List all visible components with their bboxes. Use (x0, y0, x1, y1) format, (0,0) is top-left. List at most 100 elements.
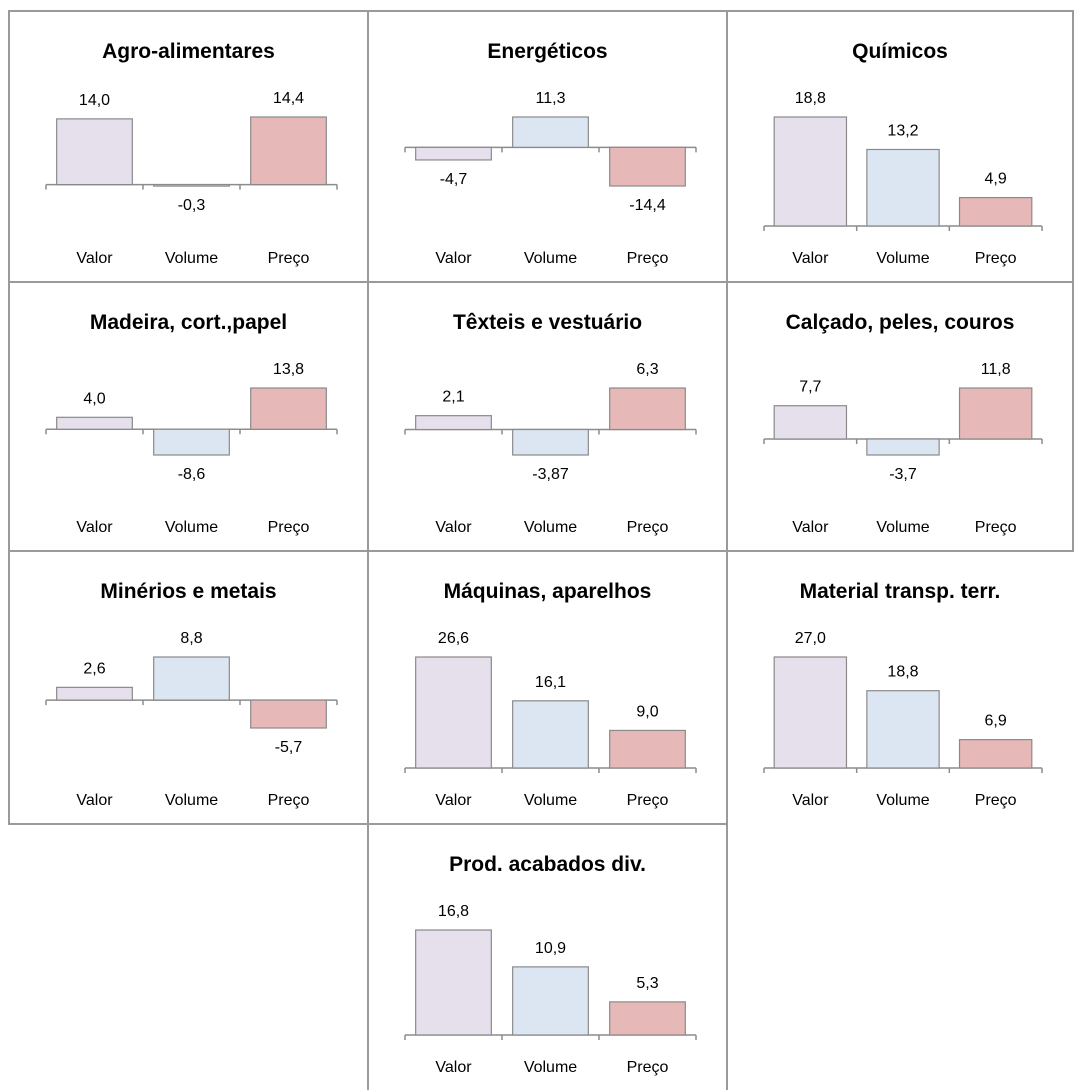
bar-valor (773, 405, 848, 440)
bar-volume (153, 428, 230, 456)
data-label: 2,1 (442, 389, 464, 406)
category-label: Valor (76, 250, 113, 267)
bar-volume (512, 428, 589, 456)
category-label: Preço (627, 250, 669, 267)
chart-panel: Prod. acabados div. 16,8 Valor 10,9 Volume 5,… (369, 825, 726, 1090)
data-label: 8,8 (180, 630, 202, 647)
bar-chart: Máquinas, aparelhos 26,6 Valor 16,1 Volume 9,… (404, 580, 697, 809)
category-label: Preço (975, 519, 1017, 536)
data-label: 11,3 (536, 90, 566, 107)
category-label: Preço (268, 792, 310, 809)
data-label: 11,8 (981, 361, 1011, 378)
chart-title: Prod. acabados div. (449, 853, 646, 876)
chart-title: Têxteis e vestuário (453, 311, 642, 334)
category-label: Volume (165, 792, 218, 809)
bar-preço (609, 146, 686, 187)
category-label: Preço (975, 250, 1017, 267)
data-label: 26,6 (438, 630, 469, 647)
chart-panel: Máquinas, aparelhos 26,6 Valor 16,1 Volume 9,… (369, 552, 726, 823)
bar-volume (866, 148, 940, 227)
chart-panel: Têxteis e vestuário 2,1 Valor -3,87 Volume 6,… (369, 283, 726, 550)
chart-panel: Material transp. terr. 27,0 Valor 18,8 Volum… (728, 552, 1072, 823)
bar-preço (958, 196, 1033, 227)
data-label: 18,8 (795, 90, 826, 107)
bar-chart: Madeira, cort.,papel 4,0 Valor -8,6 Volume 13… (45, 311, 338, 536)
bar-valor (773, 116, 848, 227)
table-grid-line (1072, 10, 1074, 550)
category-label: Volume (876, 792, 929, 809)
table-grid-line (8, 550, 1074, 552)
category-label: Preço (627, 1059, 669, 1076)
data-label: 13,8 (273, 361, 304, 378)
category-label: Preço (627, 792, 669, 809)
data-label: 6,9 (985, 713, 1007, 730)
bar-chart: Prod. acabados div. 16,8 Valor 10,9 Volume 5,… (404, 853, 697, 1076)
chart-title: Madeira, cort.,papel (90, 311, 287, 334)
bar-volume (512, 116, 589, 148)
category-label: Preço (268, 519, 310, 536)
table-grid-line (8, 10, 10, 825)
data-label: 14,0 (79, 92, 110, 109)
data-label: -14,4 (629, 197, 666, 214)
bar-preço (609, 1001, 686, 1036)
category-label: Valor (792, 519, 829, 536)
category-label: Volume (876, 250, 929, 267)
bar-volume (153, 656, 230, 701)
category-label: Valor (76, 519, 113, 536)
chart-title: Máquinas, aparelhos (444, 580, 652, 603)
data-label: 18,8 (887, 664, 918, 681)
data-label: 7,7 (799, 379, 821, 396)
bar-valor (415, 415, 492, 431)
category-label: Volume (165, 519, 218, 536)
bar-valor (415, 146, 492, 161)
category-label: Valor (435, 250, 472, 267)
data-label: -0,3 (178, 197, 206, 214)
data-label: 13,2 (887, 122, 918, 139)
bar-chart: Calçado, peles, couros 7,7 Valor -3,7 Volume… (763, 311, 1043, 536)
data-label: 4,9 (985, 171, 1007, 188)
bar-volume (866, 438, 940, 456)
chart-panel: Energéticos -4,7 Valor 11,3 Volume -14,4 Preço (369, 12, 726, 281)
bar-volume (512, 966, 589, 1036)
chart-title: Minérios e metais (100, 580, 276, 603)
data-label: -5,7 (275, 739, 303, 756)
category-label: Valor (435, 792, 472, 809)
category-label: Volume (524, 792, 577, 809)
data-label: -8,6 (178, 466, 206, 483)
category-label: Preço (268, 250, 310, 267)
chart-title: Agro-alimentares (102, 40, 275, 63)
data-label: 16,1 (535, 674, 566, 691)
data-label: 10,9 (535, 940, 566, 957)
category-label: Preço (627, 519, 669, 536)
data-label: 6,3 (636, 361, 658, 378)
chart-title: Energéticos (487, 40, 607, 63)
bar-preço (250, 116, 327, 186)
category-label: Volume (876, 519, 929, 536)
chart-panel: Minérios e metais 2,6 Valor 8,8 Volume -5,7 Pr… (10, 552, 367, 823)
data-label: 14,4 (273, 90, 304, 107)
chart-title: Material transp. terr. (800, 580, 1001, 603)
table-grid-line (8, 10, 1074, 12)
table-grid-line (8, 823, 728, 825)
data-label: -3,7 (889, 466, 917, 483)
data-label: -3,87 (532, 466, 569, 483)
bar-chart: Minérios e metais 2,6 Valor 8,8 Volume -5,7 Pr… (45, 580, 338, 809)
bar-preço (958, 387, 1033, 440)
bar-valor (56, 118, 133, 186)
bar-volume (153, 183, 230, 187)
data-label: -4,7 (440, 171, 468, 188)
category-label: Volume (524, 1059, 577, 1076)
bar-chart: Químicos 18,8 Valor 13,2 Volume 4,9 Preço (763, 40, 1043, 267)
category-label: Valor (435, 1059, 472, 1076)
bar-chart: Energéticos -4,7 Valor 11,3 Volume -14,4 Preço (404, 40, 697, 267)
data-label: 16,8 (438, 903, 469, 920)
category-label: Valor (792, 250, 829, 267)
data-label: 9,0 (636, 703, 658, 720)
data-label: 4,0 (83, 390, 105, 407)
category-label: Volume (524, 250, 577, 267)
category-label: Volume (524, 519, 577, 536)
category-label: Valor (792, 792, 829, 809)
bar-volume (512, 700, 589, 769)
bar-preço (609, 387, 686, 431)
